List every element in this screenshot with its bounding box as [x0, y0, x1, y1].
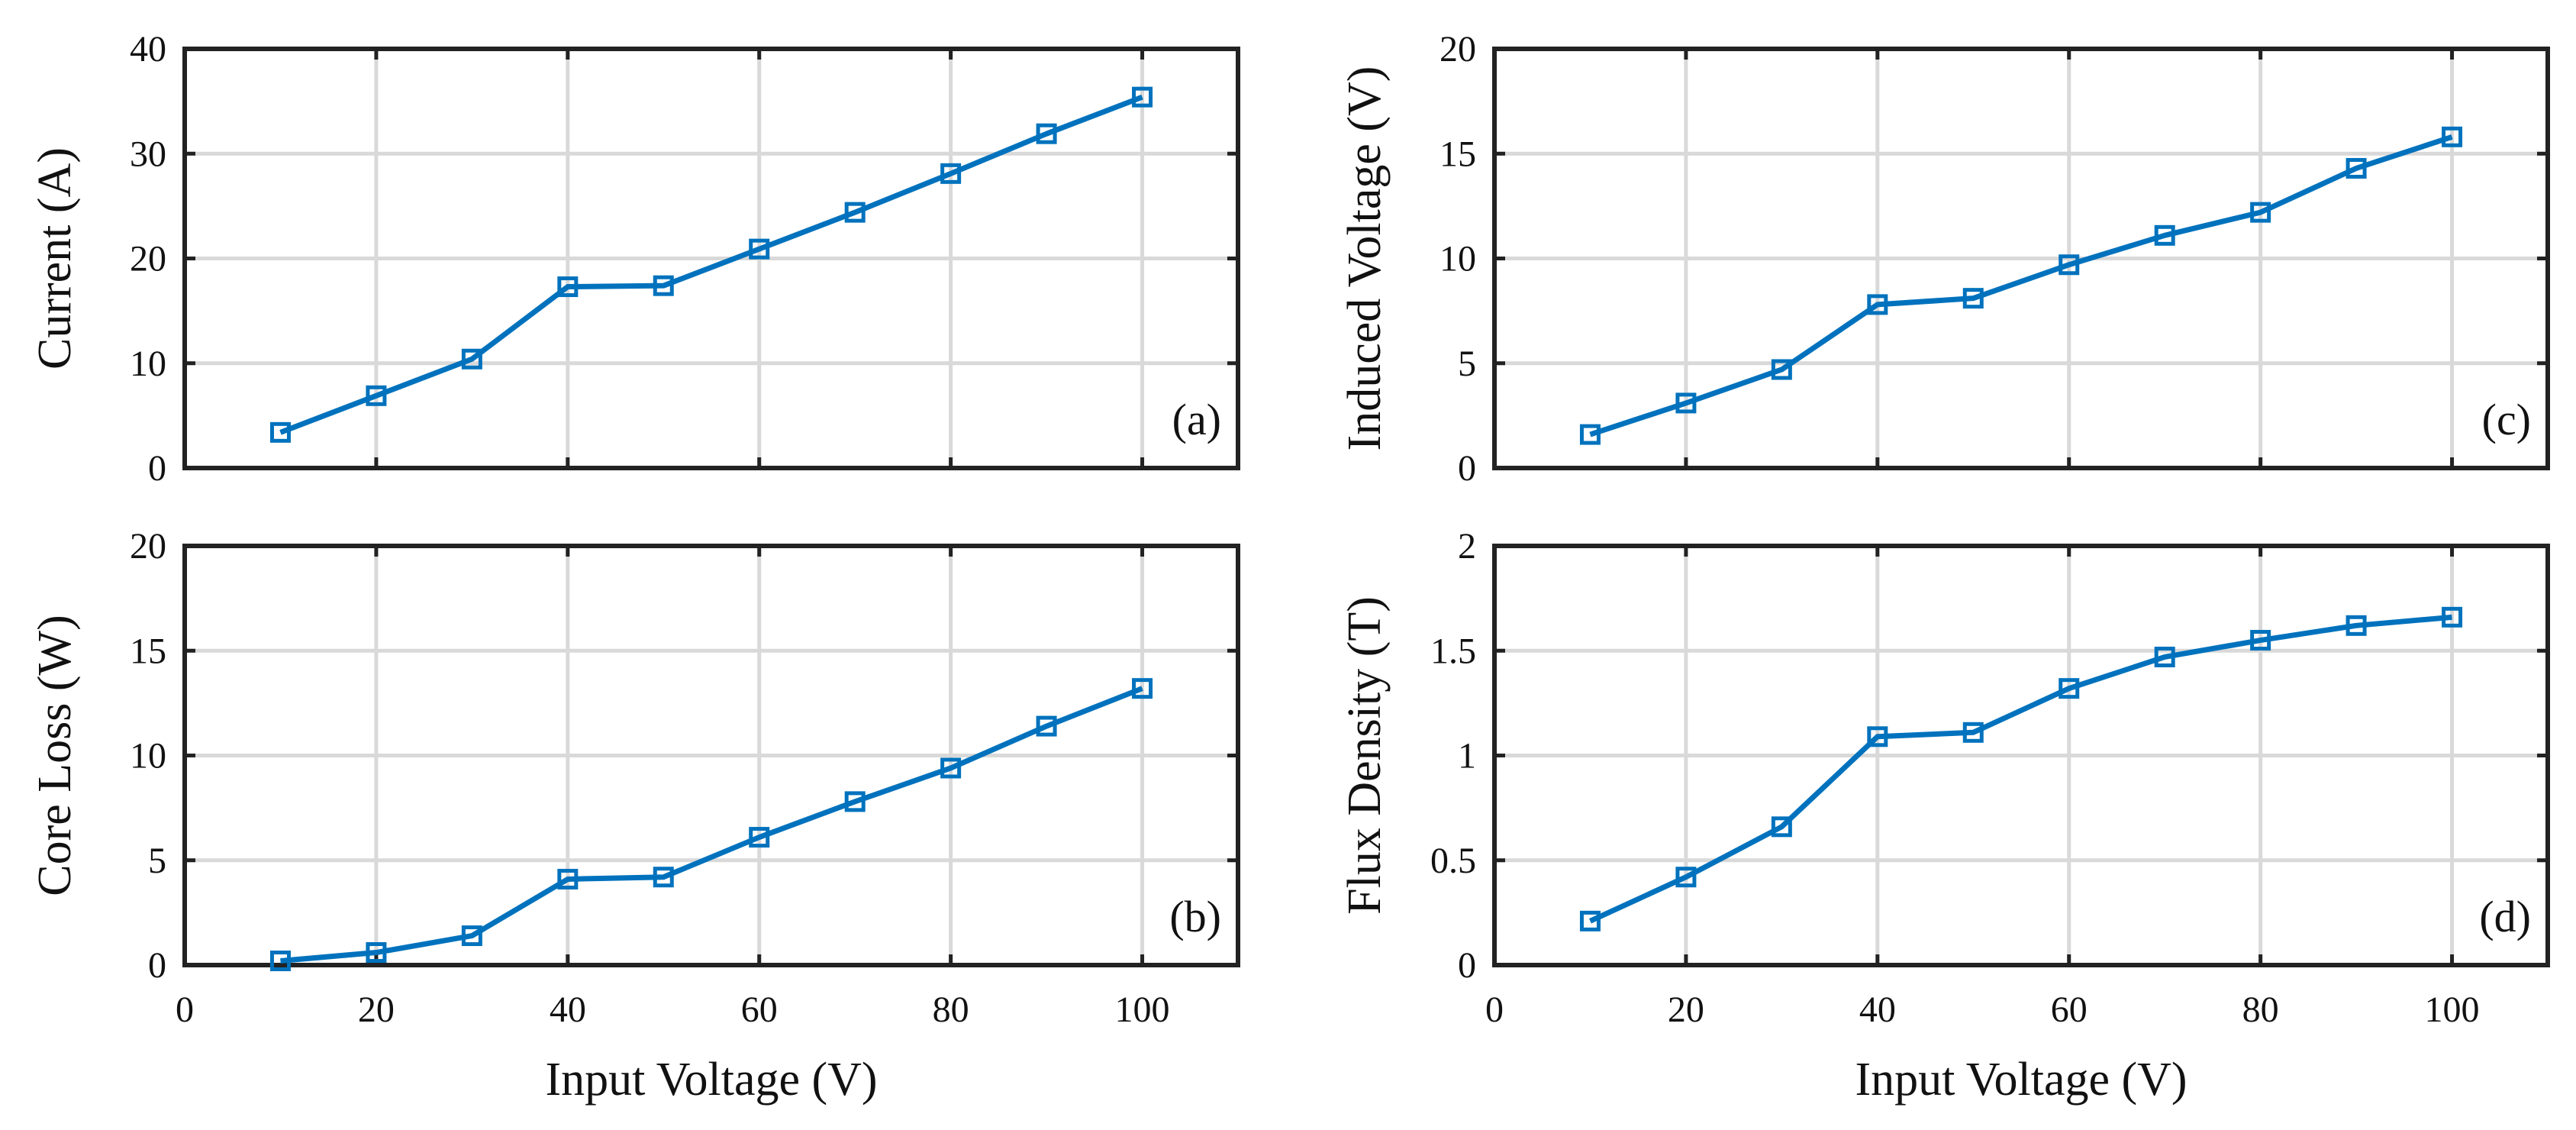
panel-label: (c) [2482, 395, 2531, 444]
data-point-marker [1771, 359, 1792, 380]
y-tick-label: 0 [148, 448, 166, 489]
y-tick-label: 0.5 [1430, 841, 1476, 881]
y-tick-label: 2 [1458, 526, 1476, 567]
data-point-marker [2154, 646, 2175, 667]
x-tick-label: 0 [176, 990, 194, 1030]
x-tick-label: 100 [1115, 990, 1170, 1030]
panel-c: 0 5 10 15 20 Induced Voltage (V) (c) [1339, 29, 2550, 489]
series-line [1589, 134, 2453, 437]
data-point-marker [653, 275, 674, 296]
x-tick-label: 40 [1859, 990, 1896, 1030]
panel-label: (d) [2479, 892, 2531, 941]
y-axis-title: Core Loss (W) [29, 615, 81, 896]
data-point-marker [2250, 202, 2271, 223]
data-point-marker [1771, 816, 1792, 838]
panel-a: 0 10 20 30 40 Current (A) (a) [29, 29, 1240, 489]
panel-label: (a) [1172, 395, 1221, 444]
y-tick-label: 15 [1440, 134, 1476, 174]
data-point-marker [940, 757, 962, 779]
panel-label: (b) [1169, 892, 1221, 941]
data-point-marker [2250, 630, 2271, 651]
data-point-marker [2442, 126, 2463, 147]
x-tick-label: 0 [1485, 990, 1504, 1030]
y-tick-label: 10 [130, 344, 166, 384]
data-point-marker [1579, 910, 1601, 931]
y-tick-label: 5 [1458, 344, 1476, 384]
data-point-marker [2059, 254, 2080, 276]
x-tick-label: 20 [1668, 990, 1704, 1030]
data-point-marker [1036, 123, 1057, 144]
data-point-marker [2154, 224, 2175, 246]
x-tick-label: 80 [933, 990, 969, 1030]
x-axis-title: Input Voltage (V) [545, 1054, 877, 1106]
data-point-marker [461, 925, 482, 947]
x-tick-label: 60 [2051, 990, 2088, 1030]
series-line [279, 94, 1143, 435]
data-point-marker [1132, 678, 1153, 699]
y-tick-label: 5 [148, 841, 166, 881]
panel-b: 0 5 10 15 20 0 20 40 60 80 100 Core Loss (W) Input V… [29, 526, 1240, 1106]
data-point-marker [557, 276, 579, 298]
data-point-marker [1962, 288, 1984, 309]
y-tick-label: 1.5 [1430, 631, 1476, 671]
y-tick-label: 40 [130, 29, 166, 69]
data-point-marker [1867, 294, 1888, 315]
data-point-marker [1675, 867, 1697, 888]
data-point-marker [749, 827, 770, 848]
data-point-marker [1962, 722, 1984, 743]
y-axis-title: Flux Density (T) [1339, 596, 1391, 915]
data-point-marker [2059, 678, 2080, 699]
y-tick-label: 30 [130, 134, 166, 174]
data-point-marker [366, 385, 387, 406]
data-point-marker [1036, 715, 1057, 737]
y-tick-label: 15 [130, 631, 166, 671]
x-axis-title: Input Voltage (V) [1855, 1054, 2187, 1106]
data-point-marker [557, 868, 579, 889]
y-tick-label: 0 [1458, 945, 1476, 986]
data-point-marker [1675, 392, 1697, 414]
data-point-marker [940, 163, 962, 184]
y-tick-label: 0 [148, 945, 166, 986]
y-axis-title: Induced Voltage (V) [1339, 66, 1391, 451]
data-point-marker [269, 421, 291, 443]
data-point-marker [1132, 86, 1153, 108]
series-line [280, 686, 1143, 964]
data-point-marker [1579, 424, 1601, 445]
data-point-marker [844, 202, 866, 223]
data-point-marker [653, 867, 674, 888]
y-axis-title: Current (A) [29, 147, 81, 370]
series-line [1588, 614, 2452, 924]
x-tick-label: 80 [2242, 990, 2279, 1030]
x-tick-label: 40 [550, 990, 586, 1030]
data-point-marker [2442, 606, 2463, 628]
y-tick-label: 0 [1458, 448, 1476, 489]
data-point-marker [461, 348, 482, 370]
data-point-marker [2345, 615, 2367, 636]
data-point-marker [269, 951, 291, 972]
y-tick-label: 20 [130, 239, 166, 279]
x-tick-label: 20 [358, 990, 395, 1030]
data-point-marker [749, 238, 770, 260]
data-point-marker [2345, 157, 2367, 179]
y-tick-label: 20 [1440, 29, 1476, 69]
x-tick-label: 60 [741, 990, 778, 1030]
y-tick-label: 10 [130, 736, 166, 776]
y-tick-label: 10 [1440, 239, 1476, 279]
data-point-marker [366, 942, 387, 964]
data-point-marker [1867, 726, 1888, 747]
data-point-marker [844, 791, 866, 812]
y-tick-label: 1 [1458, 736, 1476, 776]
y-tick-label: 20 [130, 526, 166, 567]
x-tick-label: 100 [2425, 990, 2480, 1030]
